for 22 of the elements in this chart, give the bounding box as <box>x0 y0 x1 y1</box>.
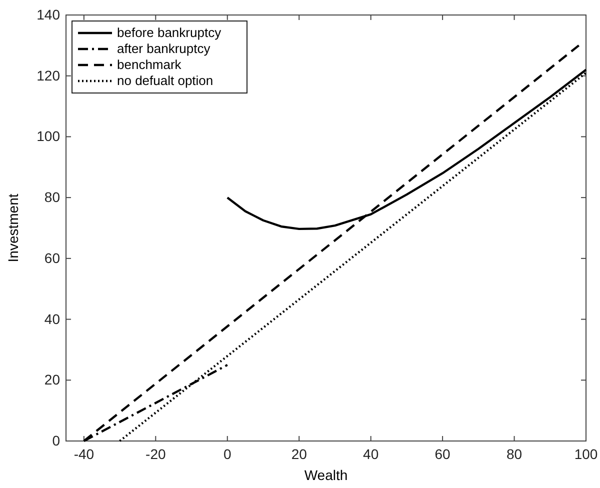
y-tick-label: 80 <box>44 189 60 206</box>
x-tick-label: -20 <box>146 446 166 462</box>
x-tick-label: 80 <box>506 446 522 462</box>
x-tick-label: 60 <box>434 446 451 462</box>
x-tick-label: 0 <box>223 446 232 462</box>
legend-label: after bankruptcy <box>117 41 211 56</box>
x-tick-label: 100 <box>574 446 598 462</box>
y-tick-label: 60 <box>44 250 60 266</box>
y-tick-label: 120 <box>36 67 60 84</box>
y-tick-label: 100 <box>36 128 60 144</box>
y-tick-label: 140 <box>36 6 60 22</box>
y-tick-label: 40 <box>44 310 60 327</box>
x-axis-title: Wealth <box>304 467 348 483</box>
y-tick-label: 0 <box>52 432 60 448</box>
y-axis-title: Investment <box>5 194 21 262</box>
legend-label: no defualt option <box>117 73 214 88</box>
legend-label: benchmark <box>117 57 182 72</box>
legend-label: before bankruptcy <box>117 25 222 40</box>
x-tick-label: 20 <box>291 446 308 462</box>
x-tick-label: 40 <box>363 446 379 462</box>
x-tick-label: -40 <box>74 446 94 462</box>
y-tick-label: 20 <box>44 372 60 388</box>
